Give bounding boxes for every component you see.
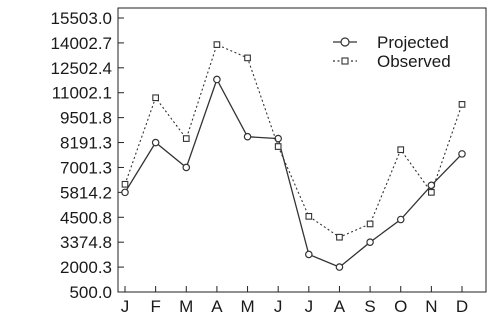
- x-tick-label: J: [121, 297, 130, 316]
- y-tick-label: 500.0: [69, 283, 112, 302]
- legend-label: Projected: [377, 33, 449, 52]
- y-tick-label: 5814.2: [60, 183, 112, 202]
- y-axis-ticks: 15503.0 14002.7 12502.4 11002.1 9501.8 8191.3…: [51, 9, 124, 302]
- data-point: [274, 143, 282, 150]
- data-point: [243, 132, 252, 141]
- data-point: [152, 94, 159, 102]
- y-tick-label: 12502.4: [51, 59, 112, 78]
- y-tick-label: 11002.1: [52, 84, 112, 103]
- series-projected: [121, 75, 466, 271]
- data-point: [121, 180, 129, 188]
- data-point: [366, 238, 374, 246]
- x-tick-label: D: [456, 297, 468, 316]
- data-point: [305, 250, 313, 259]
- plot-area-frame: [117, 7, 487, 293]
- data-point: [182, 163, 191, 172]
- y-tick-label: 9501.8: [60, 109, 112, 128]
- data-point: [244, 54, 251, 62]
- legend-item-observed: Observed: [333, 52, 451, 71]
- legend-item-projected: Projected: [333, 33, 449, 52]
- data-point: [335, 263, 344, 271]
- data-point: [397, 146, 405, 154]
- data-point: [336, 233, 343, 241]
- x-tick-label: A: [334, 297, 346, 316]
- x-tick-label: F: [150, 297, 160, 316]
- x-tick-label: M: [240, 297, 254, 316]
- data-point: [182, 135, 190, 142]
- data-point: [366, 220, 374, 228]
- x-tick-label: J: [274, 297, 283, 316]
- x-tick-label: O: [394, 297, 407, 316]
- y-tick-label: 7001.3: [60, 158, 112, 177]
- legend-marker: [341, 57, 349, 65]
- data-point: [458, 150, 466, 158]
- y-tick-label: 14002.7: [51, 34, 112, 53]
- y-tick-label: 2000.3: [60, 258, 112, 277]
- data-point: [213, 41, 221, 48]
- x-tick-label: S: [364, 297, 375, 316]
- series-observed: [121, 41, 466, 241]
- x-tick-label: M: [179, 297, 193, 316]
- x-tick-label: J: [305, 297, 314, 316]
- series-line-observed: [124, 43, 463, 238]
- data-point: [213, 75, 221, 84]
- y-tick-label: 15503.0: [51, 9, 112, 28]
- data-point: [151, 138, 160, 147]
- y-tick-label: 3374.8: [60, 233, 112, 252]
- series-layer: [121, 41, 466, 271]
- data-point: [305, 212, 313, 220]
- series-line-projected: [124, 77, 463, 268]
- y-tick-label: 8191.3: [60, 134, 112, 153]
- x-tick-label: A: [211, 297, 223, 316]
- legend-label: Observed: [377, 52, 451, 71]
- legend-marker: [340, 37, 350, 47]
- data-point: [458, 101, 466, 108]
- data-point: [396, 215, 405, 224]
- data-point: [428, 189, 435, 196]
- x-tick-label: N: [425, 297, 437, 316]
- data-point: [121, 188, 129, 197]
- y-tick-label: 4500.8: [60, 208, 112, 227]
